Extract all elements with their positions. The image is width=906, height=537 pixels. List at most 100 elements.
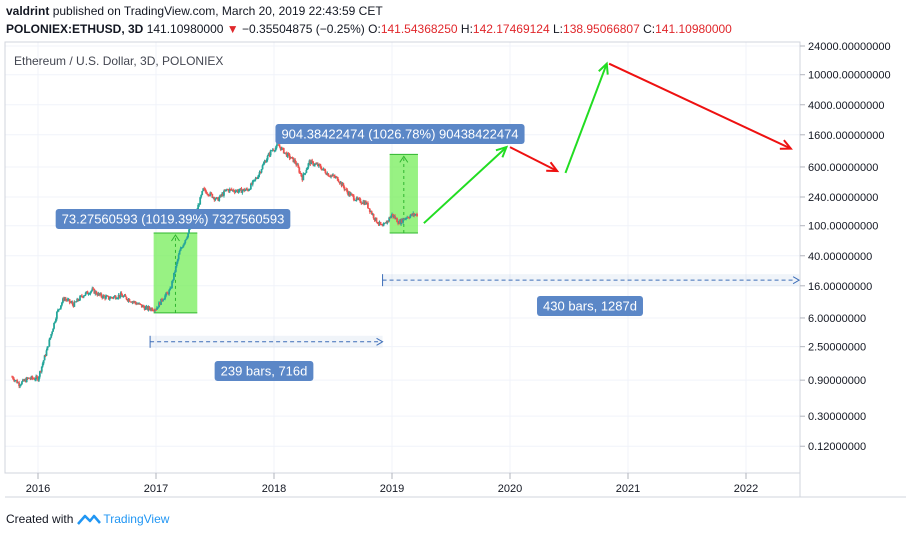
candle-body	[409, 215, 412, 218]
candle-body	[181, 247, 184, 249]
candle-body	[55, 318, 57, 322]
candle-body	[352, 195, 355, 200]
candle-body	[240, 188, 243, 193]
candle-body	[96, 294, 99, 296]
candle-body	[94, 291, 97, 294]
candle-body	[169, 288, 172, 291]
author-name[interactable]: valdrint	[6, 4, 50, 18]
candle-body	[101, 296, 104, 298]
candle-body	[378, 221, 381, 225]
candle-body	[415, 213, 417, 215]
candle-body	[23, 379, 26, 381]
candle-body	[303, 173, 306, 175]
candle-body	[344, 189, 347, 191]
time-axis: 2016 2017 2018 2019 2020 2021 2022	[26, 473, 758, 495]
candle-body	[116, 297, 119, 299]
candle-body	[33, 378, 36, 380]
candle-body	[231, 189, 234, 191]
candle-body	[60, 305, 62, 309]
candle-body	[388, 217, 391, 221]
candle-body	[288, 154, 291, 159]
tradingview-brand[interactable]: TradingView	[103, 512, 170, 526]
candle-body	[387, 220, 390, 222]
candle-body	[316, 163, 318, 165]
candle-body	[168, 290, 171, 295]
candle-body	[182, 244, 185, 248]
candle-body	[383, 223, 386, 225]
candle-body	[414, 214, 417, 216]
candle-body	[113, 295, 116, 297]
candle-body	[106, 295, 109, 297]
candle-body	[229, 189, 232, 190]
change-down-icon: ▼	[226, 22, 239, 36]
candle-body	[21, 379, 24, 382]
candle-body	[252, 179, 255, 181]
candle-body	[282, 148, 285, 154]
candle-body	[403, 218, 406, 220]
candle-body	[290, 157, 293, 159]
candle-body	[66, 299, 69, 301]
candle-body	[115, 298, 118, 300]
candle-body	[67, 299, 70, 300]
candle-body	[61, 302, 63, 306]
candle-body	[281, 147, 284, 149]
candle-body	[207, 194, 210, 196]
published-text: published on TradingView.com, March 20, …	[52, 4, 383, 18]
candle-body	[365, 201, 367, 205]
candle-body	[395, 218, 397, 220]
x-tick-label: 2021	[616, 483, 640, 495]
candle-body	[379, 221, 382, 225]
close-value: 141.10980000	[655, 22, 732, 36]
candle-body	[256, 178, 259, 180]
candle-body	[341, 183, 344, 186]
candle-body	[93, 288, 96, 294]
candle-body	[318, 164, 321, 166]
candle-body	[87, 293, 90, 295]
high-label: H:	[460, 22, 473, 36]
candle-body	[63, 298, 65, 300]
date-range-arrow-head	[792, 276, 801, 285]
candle-body	[35, 376, 38, 380]
candle-body	[117, 294, 120, 298]
candle-body	[209, 192, 212, 196]
candle-body	[18, 382, 21, 387]
candle-body	[320, 168, 323, 171]
y-tick-label: 100.00000000	[808, 221, 878, 233]
candle-body	[29, 378, 32, 380]
projection-arrow	[608, 62, 792, 150]
candle-body	[131, 301, 134, 303]
date-range-band	[382, 274, 800, 287]
candle-body	[198, 204, 201, 206]
candle-body	[287, 153, 290, 155]
projection-arrow	[564, 63, 608, 174]
candle-body	[227, 189, 230, 192]
x-tick-label: 2016	[26, 483, 50, 495]
candle-body	[342, 183, 345, 187]
y-tick-label: 1600.00000000	[808, 130, 884, 142]
candle-body	[347, 192, 350, 196]
candle-body	[139, 304, 142, 305]
candle-body	[54, 321, 56, 323]
candle-body	[407, 217, 410, 218]
candle-body	[301, 176, 304, 181]
candle-body	[313, 164, 316, 166]
candle-body	[222, 193, 224, 196]
candle-body	[170, 287, 173, 289]
candle-body	[361, 203, 364, 205]
candle-body	[242, 189, 245, 191]
candle-body	[412, 213, 415, 216]
candle-body	[211, 193, 214, 198]
candle-body	[30, 376, 33, 379]
price-axis: 24000.00000000 10000.00000000 4000.0000000…	[800, 41, 891, 453]
candle-body	[368, 208, 371, 212]
x-tick-label: 2020	[498, 483, 522, 495]
candle-body	[253, 179, 256, 181]
candle-body	[336, 177, 339, 181]
candle-body	[250, 183, 253, 185]
candle-body	[39, 371, 42, 373]
candle-body	[25, 377, 28, 383]
candle-body	[135, 302, 138, 305]
candle-body	[312, 161, 315, 166]
candle-body	[271, 149, 274, 151]
